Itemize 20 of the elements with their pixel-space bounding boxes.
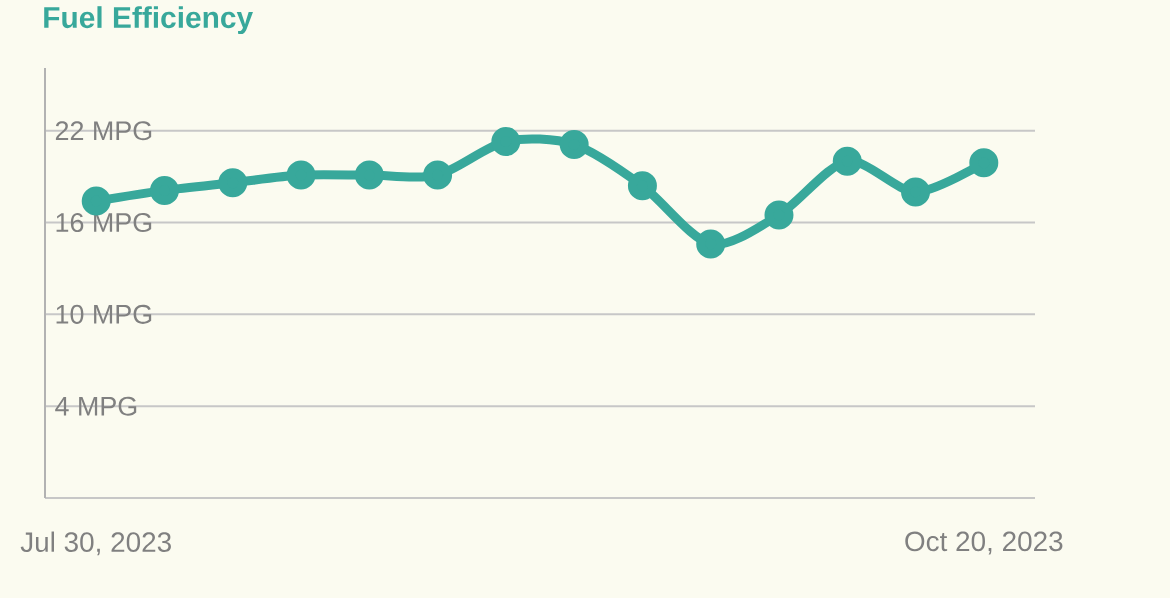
point	[969, 148, 999, 178]
point	[218, 168, 248, 198]
point	[901, 177, 931, 207]
x-tick-label: Jul 30, 2023	[20, 531, 171, 556]
point	[764, 200, 794, 230]
point	[696, 229, 726, 259]
chart-title: Fuel Efficiency	[44, 6, 253, 35]
y-tick-label: 10 MPG	[56, 304, 152, 324]
point	[491, 126, 521, 156]
point	[286, 160, 316, 190]
y-tick-label: 16 MPG	[56, 213, 152, 233]
x-tick-label: Oct 20, 2023	[905, 531, 1063, 555]
point	[627, 171, 657, 201]
point	[832, 146, 862, 176]
point	[354, 160, 384, 190]
point	[149, 175, 179, 205]
point	[559, 129, 589, 159]
y-tick-label: 22 MPG	[55, 121, 152, 141]
point	[423, 160, 453, 190]
y-tick-label: 4 MPG	[55, 396, 137, 416]
